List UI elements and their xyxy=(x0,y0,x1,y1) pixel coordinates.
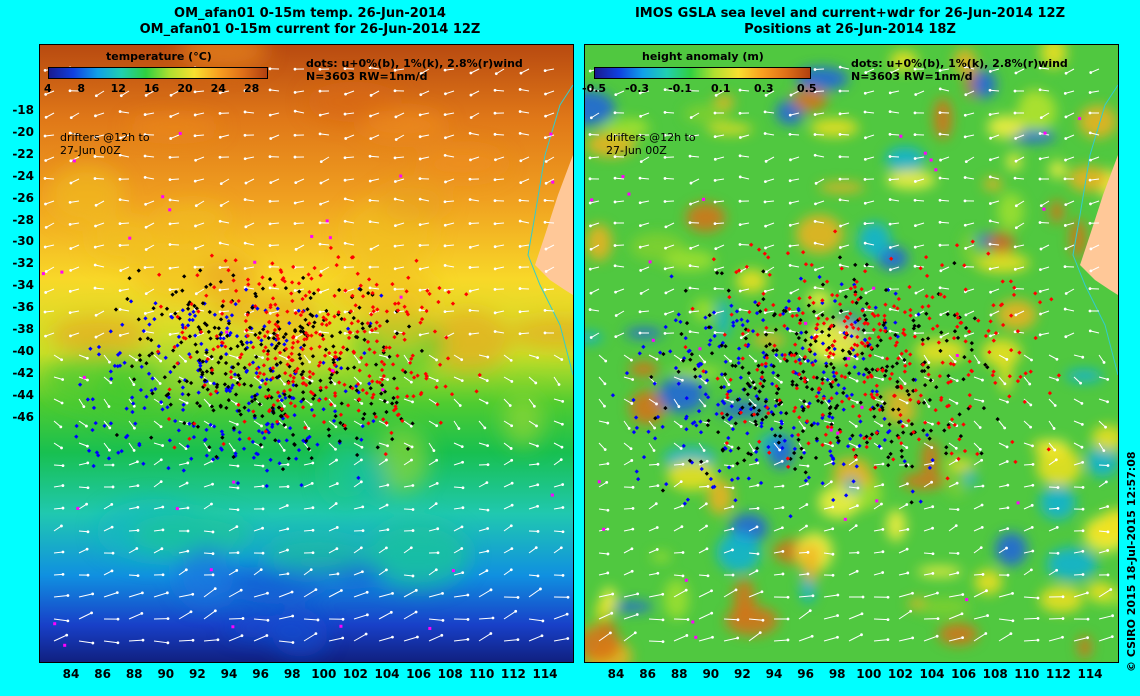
colorbar-tick-label: 12 xyxy=(110,82,126,95)
lon-tick-label: 86 xyxy=(94,667,111,681)
lat-tick-label: -20 xyxy=(12,124,34,139)
colorbar-tick-label: -0.1 xyxy=(668,82,693,95)
land-africa-right xyxy=(1080,155,1118,295)
lat-tick-label: -42 xyxy=(12,365,34,380)
lon-tick-label: 104 xyxy=(919,667,945,681)
lon-tick-label: 100 xyxy=(311,667,337,681)
right-drifters-note: drifters @12h to 27-Jun 00Z xyxy=(606,131,696,157)
lon-tick-label: 110 xyxy=(469,667,495,681)
left-drifters-note: drifters @12h to 27-Jun 00Z xyxy=(60,131,150,157)
coastline xyxy=(527,84,573,376)
colorbar-tick-label: 24 xyxy=(210,82,226,95)
lon-tick-label: 92 xyxy=(734,667,751,681)
lon-tick-label: 114 xyxy=(1077,667,1103,681)
temperature-map xyxy=(40,45,573,662)
lon-tick-label: 88 xyxy=(125,667,143,681)
left-dots-legend: dots: u+0%(b), 1%(k), 2.8%(r)wind N=3603… xyxy=(306,57,523,83)
right-title-line2: Positions at 26-Jun-2014 18Z xyxy=(744,22,956,37)
land-africa xyxy=(535,155,573,295)
lon-tick-label: 84 xyxy=(607,667,625,681)
lat-tick-label: -46 xyxy=(12,409,34,424)
right-title: IMOS GSLA sea level and current+wdr for … xyxy=(600,6,1100,38)
right-dots-line2: N=3603 RW=1nm/d xyxy=(851,70,973,83)
lon-tick-label: 88 xyxy=(670,667,688,681)
lon-tick-label: 96 xyxy=(252,667,269,681)
copyright-notice: © CSIRO 2015 18-Jul-2015 12:57:08 xyxy=(1125,451,1138,672)
lat-tick-label: -32 xyxy=(12,256,34,271)
lat-tick-label: -24 xyxy=(12,168,34,183)
lat-tick-label: -26 xyxy=(12,190,34,205)
colorbar-tick-label: 28 xyxy=(244,82,260,95)
lat-tick-label: -18 xyxy=(12,103,34,117)
right-dots-line1: dots: u+0%(b), 1%(k), 2.8%(r)wind xyxy=(851,57,1068,70)
lat-tick-label: -22 xyxy=(12,146,34,161)
colorbar-tick-label: 8 xyxy=(77,82,85,95)
lon-tick-label: 98 xyxy=(283,667,301,681)
left-drifters-line1: drifters @12h to xyxy=(60,131,150,144)
lon-tick-label: 110 xyxy=(1014,667,1040,681)
lat-tick-label: -36 xyxy=(12,300,34,315)
left-dots-line2: N=3603 RW=1nm/d xyxy=(306,70,428,83)
lon-tick-label: 104 xyxy=(374,667,400,681)
lat-tick-label: -40 xyxy=(12,343,34,358)
lon-tick-label: 84 xyxy=(62,667,80,681)
drifter-dots xyxy=(41,131,555,647)
left-title: OM_afan01 0-15m temp. 26-Jun-2014 OM_afa… xyxy=(100,6,520,38)
coastline-right xyxy=(1072,84,1118,376)
colorbar-tick-label: 20 xyxy=(177,82,193,95)
left-dots-line1: dots: u+0%(b), 1%(k), 2.8%(r)wind xyxy=(306,57,523,70)
colorbar-tick-label: 0.1 xyxy=(711,82,731,95)
colorbar-tick-label: 0.3 xyxy=(754,82,774,95)
lon-tick-label: 102 xyxy=(342,667,368,681)
colorbar-tick-label: 0.5 xyxy=(797,82,817,95)
lon-tick-label: 86 xyxy=(639,667,656,681)
current-vectors xyxy=(43,66,570,645)
lat-tick-label: -44 xyxy=(12,387,34,402)
lon-tick-label: 114 xyxy=(532,667,558,681)
lat-tick-label: -34 xyxy=(12,278,34,293)
left-title-line2: OM_afan01 0-15m current for 26-Jun-2014 … xyxy=(139,22,481,37)
lon-tick-label: 112 xyxy=(500,667,526,681)
lon-tick-label: 108 xyxy=(437,667,463,681)
left-colorbar-title: temperature (°C) xyxy=(106,50,212,63)
right-title-line1: IMOS GSLA sea level and current+wdr for … xyxy=(634,6,1066,21)
left-title-line1: OM_afan01 0-15m temp. 26-Jun-2014 xyxy=(174,6,446,21)
left-drifters-line2: 27-Jun 00Z xyxy=(60,144,121,157)
lon-tick-label: 108 xyxy=(982,667,1008,681)
lon-tick-label: 94 xyxy=(220,667,238,681)
colorbar-tick-label: -0.3 xyxy=(625,82,650,95)
lon-tick-label: 100 xyxy=(856,667,882,681)
temperature-variations xyxy=(44,45,573,657)
right-map-panel xyxy=(584,44,1119,663)
right-colorbar xyxy=(594,67,811,79)
sea-level-map xyxy=(585,45,1118,662)
colorbar-tick-label: 4 xyxy=(44,82,52,95)
lon-tick-label: 96 xyxy=(797,667,814,681)
lon-tick-label: 112 xyxy=(1045,667,1071,681)
lon-tick-label: 98 xyxy=(828,667,846,681)
lon-tick-label: 106 xyxy=(406,667,432,681)
lon-tick-label: 106 xyxy=(951,667,977,681)
lon-tick-label: 92 xyxy=(189,667,206,681)
right-drifters-line1: drifters @12h to xyxy=(606,131,696,144)
lat-tick-label: -38 xyxy=(12,322,34,336)
colorbar-tick-label: -0.5 xyxy=(582,82,607,95)
right-dots-legend: dots: u+0%(b), 1%(k), 2.8%(r)wind N=3603… xyxy=(851,57,1068,83)
lon-tick-label: 90 xyxy=(157,667,175,681)
left-colorbar xyxy=(48,67,268,79)
colorbar-tick-label: 16 xyxy=(144,82,160,95)
right-colorbar-title: height anomaly (m) xyxy=(642,50,764,63)
left-map-panel xyxy=(39,44,574,663)
lon-tick-label: 102 xyxy=(887,667,913,681)
lat-tick-label: -30 xyxy=(12,234,34,249)
lat-tick-label: -28 xyxy=(12,212,34,227)
lon-tick-label: 90 xyxy=(702,667,720,681)
lon-tick-label: 94 xyxy=(765,667,783,681)
right-drifters-line2: 27-Jun 00Z xyxy=(606,144,667,157)
